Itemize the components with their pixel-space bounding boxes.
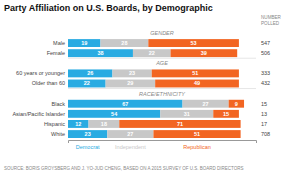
data-label: 29 <box>127 80 133 86</box>
bar <box>155 80 239 88</box>
chart-container: Party Affiliation on U.S. Boards, by Dem… <box>0 0 288 175</box>
data-label: 26 <box>87 70 93 76</box>
bar <box>183 100 229 108</box>
bar <box>68 69 112 77</box>
data-label: 27 <box>127 131 133 137</box>
bar <box>133 49 171 57</box>
bar <box>68 49 133 57</box>
data-label: 38 <box>97 50 103 56</box>
x-axis <box>69 141 257 144</box>
bar <box>160 110 213 118</box>
category-label: White <box>51 131 65 137</box>
group-header: AGE <box>155 60 168 66</box>
category-label: Female <box>47 50 65 56</box>
n-polled-label: 17 <box>261 121 267 127</box>
separator <box>68 88 256 89</box>
bar <box>107 130 153 138</box>
data-label: 53 <box>191 40 197 46</box>
data-label: 39 <box>201 50 207 56</box>
data-label: 22 <box>149 50 155 56</box>
annotation-line: POLLED <box>261 21 280 26</box>
annotation-line: NUMBER <box>261 15 282 20</box>
bar <box>119 120 240 128</box>
n-polled-label: 506 <box>261 50 270 56</box>
bar <box>68 80 106 88</box>
category-labels: Male Female 60 years or younger Older than … <box>12 40 65 137</box>
bar <box>68 39 100 47</box>
bar <box>171 49 238 57</box>
data-label: 15 <box>223 111 229 117</box>
n-polled: 547 506 333 432 15 13 17 708 <box>261 40 270 137</box>
n-polled-label: 708 <box>261 131 270 137</box>
bar <box>153 130 240 138</box>
data-label: 19 <box>81 40 87 46</box>
group-header: RACE/ETHNICITY <box>139 91 185 97</box>
bar <box>112 69 151 77</box>
data-label: 12 <box>75 121 81 127</box>
data-label: 67 <box>122 101 128 107</box>
data-label: 27 <box>203 101 209 107</box>
data-label: 54 <box>111 111 118 117</box>
bar <box>152 69 239 77</box>
n-polled-label: 13 <box>261 111 267 117</box>
legend-label: Independent <box>115 144 146 150</box>
category-label: Hispanic <box>44 121 65 127</box>
data-label: 51 <box>194 131 200 137</box>
bar <box>68 100 183 108</box>
data-label: 71 <box>177 121 183 127</box>
category-label: 60 years or younger <box>16 70 65 76</box>
chart: Party Affiliation on U.S. Boards, by Dem… <box>0 0 288 175</box>
data-label: 49 <box>194 80 200 86</box>
separator <box>68 58 256 59</box>
data-label: 23 <box>85 131 91 137</box>
legend: Democrat Independent Republican <box>76 144 211 150</box>
bar <box>68 120 89 128</box>
annotation: NUMBERPOLLED <box>261 15 282 26</box>
data-label: 9 <box>235 101 238 107</box>
title: Party Affiliation on U.S. Boards, by Dem… <box>4 3 213 13</box>
bar <box>89 120 120 128</box>
data-label: 18 <box>101 121 107 127</box>
category-label: Asian/Pacific Islander <box>12 111 65 117</box>
bar <box>148 39 239 47</box>
n-polled-label: 432 <box>261 80 270 86</box>
data-label: 23 <box>129 70 135 76</box>
category-label: Older than 60 <box>32 80 65 86</box>
data-label: 28 <box>121 40 127 46</box>
bar <box>68 110 160 118</box>
data-label: 31 <box>184 111 190 117</box>
bar <box>106 80 156 88</box>
data-label: 22 <box>84 80 90 86</box>
legend-label: Republican <box>183 144 211 150</box>
source: SOURCE: BORIS GROYSBERG AND J. YO-JUD CH… <box>4 166 243 171</box>
bar <box>229 100 244 108</box>
n-polled-label: 333 <box>261 70 270 76</box>
category-label: Black <box>52 101 66 107</box>
n-polled-label: 547 <box>261 40 270 46</box>
group-header: GENDER <box>150 30 174 36</box>
data-label: 51 <box>192 70 198 76</box>
legend-label: Democrat <box>76 144 100 150</box>
bar <box>100 39 148 47</box>
bar <box>68 130 107 138</box>
category-label: Male <box>53 40 65 46</box>
bar <box>213 110 239 118</box>
n-polled-label: 15 <box>261 101 267 107</box>
axis-line <box>69 141 257 144</box>
